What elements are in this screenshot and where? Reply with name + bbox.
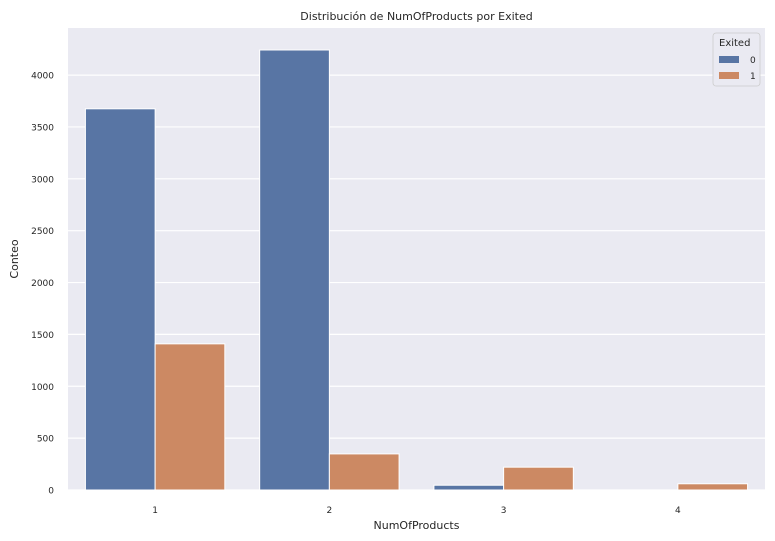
bars [84, 49, 749, 491]
x-tick-label: 2 [327, 506, 333, 516]
y-tick-label: 1000 [31, 383, 54, 393]
y-tick-label: 0 [48, 487, 54, 497]
legend-label-1: 1 [750, 72, 756, 82]
bar-series-1-category-4 [677, 483, 749, 491]
x-tick-label: 4 [675, 506, 681, 516]
y-tick-label: 4000 [31, 72, 54, 82]
bar-series-0-category-2 [259, 49, 330, 491]
y-tick-label: 2000 [31, 279, 54, 289]
legend-label-0: 0 [750, 56, 756, 66]
legend: Exited 0 1 [712, 32, 761, 87]
x-axis-label: NumOfProducts [374, 519, 460, 532]
x-tick-label: 1 [152, 506, 158, 516]
y-tick-labels: 0 500 1000 1500 2000 2500 3000 3500 4000 [31, 72, 54, 497]
y-tick-label: 500 [37, 435, 54, 445]
bar-series-1-category-3 [503, 466, 574, 491]
legend-swatch-0 [719, 56, 739, 63]
legend-swatch-1 [719, 72, 739, 79]
y-tick-label: 1500 [31, 331, 54, 341]
x-tick-labels: 1 2 3 4 [152, 506, 681, 516]
y-tick-label: 3500 [31, 123, 54, 133]
bar-series-1-category-1 [154, 343, 226, 491]
bar-series-1-category-2 [328, 453, 400, 491]
y-tick-label: 3000 [31, 175, 54, 185]
bar-series-0-category-3 [433, 484, 505, 491]
legend-title: Exited [719, 38, 750, 49]
bar-series-0-category-1 [84, 108, 156, 491]
y-axis-label: Conteo [8, 239, 21, 278]
x-tick-label: 3 [501, 506, 507, 516]
y-tick-label: 2500 [31, 227, 54, 237]
chart-title: Distribución de NumOfProducts por Exited [300, 10, 532, 23]
